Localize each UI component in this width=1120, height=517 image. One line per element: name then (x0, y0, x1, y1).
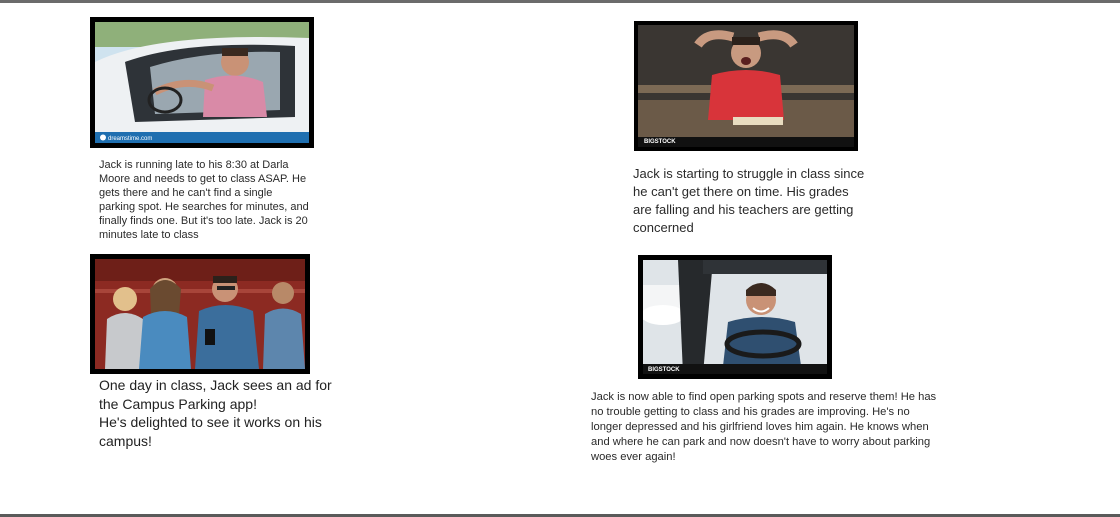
happy-driver-illustration (643, 260, 827, 374)
panel-4-caption: Jack is now able to find open parking sp… (591, 391, 937, 463)
students-phones-image (90, 254, 310, 374)
frustrated-driver-image: dreamstime.com (90, 17, 314, 148)
stressed-student-illustration (638, 25, 854, 147)
stock-watermark: BIGSTOCK (644, 139, 676, 145)
panel-3-caption: One day in class, Jack sees an ad for th… (99, 377, 332, 449)
top-border (0, 0, 1120, 3)
panel-2-caption: Jack is starting to struggle in class si… (633, 166, 865, 235)
bottom-border (0, 514, 1120, 517)
stressed-student-image: BIGSTOCK (634, 21, 858, 151)
stock-watermark: dreamstime.com (108, 136, 153, 142)
happy-driver-image: BIGSTOCK (638, 255, 832, 379)
students-phones-illustration (95, 259, 305, 369)
stock-watermark: BIGSTOCK (648, 367, 680, 373)
frustrated-driver-illustration (95, 22, 309, 143)
panel-1-caption: Jack is running late to his 8:30 at Darl… (99, 159, 309, 241)
